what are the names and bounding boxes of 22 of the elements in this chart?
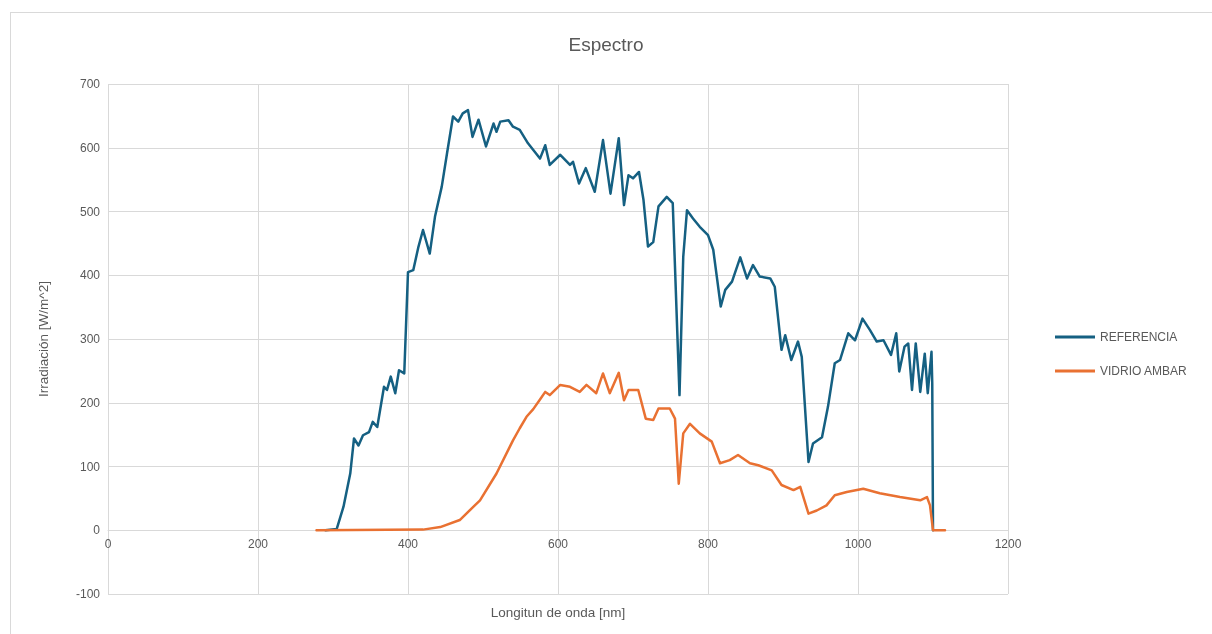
y-tick-label: 500 [79,204,101,219]
y-axis-title: Irradiación [W/m^2] [35,281,51,397]
legend-label: REFERENCIA [1100,330,1178,344]
x-axis-title: Longitun de onda [nm] [490,604,626,620]
y-tick-label: 600 [79,140,101,155]
x-tick-label: 600 [547,537,569,552]
x-tick-label: 200 [247,537,269,552]
y-tick-label: 300 [79,332,101,346]
x-tick-label: 0 [104,537,112,552]
y-tick-label: 400 [79,268,101,283]
y-tick-label: 700 [79,77,101,91]
x-tick-label: 1200 [994,537,1022,552]
y-tick-label: 200 [79,395,101,410]
chart-title: Espectro [568,34,644,55]
y-tick-label: 0 [93,523,101,538]
x-tick-label: 1000 [844,537,872,552]
x-tick-label: 400 [397,537,419,552]
y-tick-label: 100 [79,459,101,474]
y-tick-label: -100 [75,587,101,601]
legend-label: VIDRIO AMBAR [1100,364,1188,378]
x-tick-label: 800 [697,537,719,552]
line-series [315,371,947,532]
